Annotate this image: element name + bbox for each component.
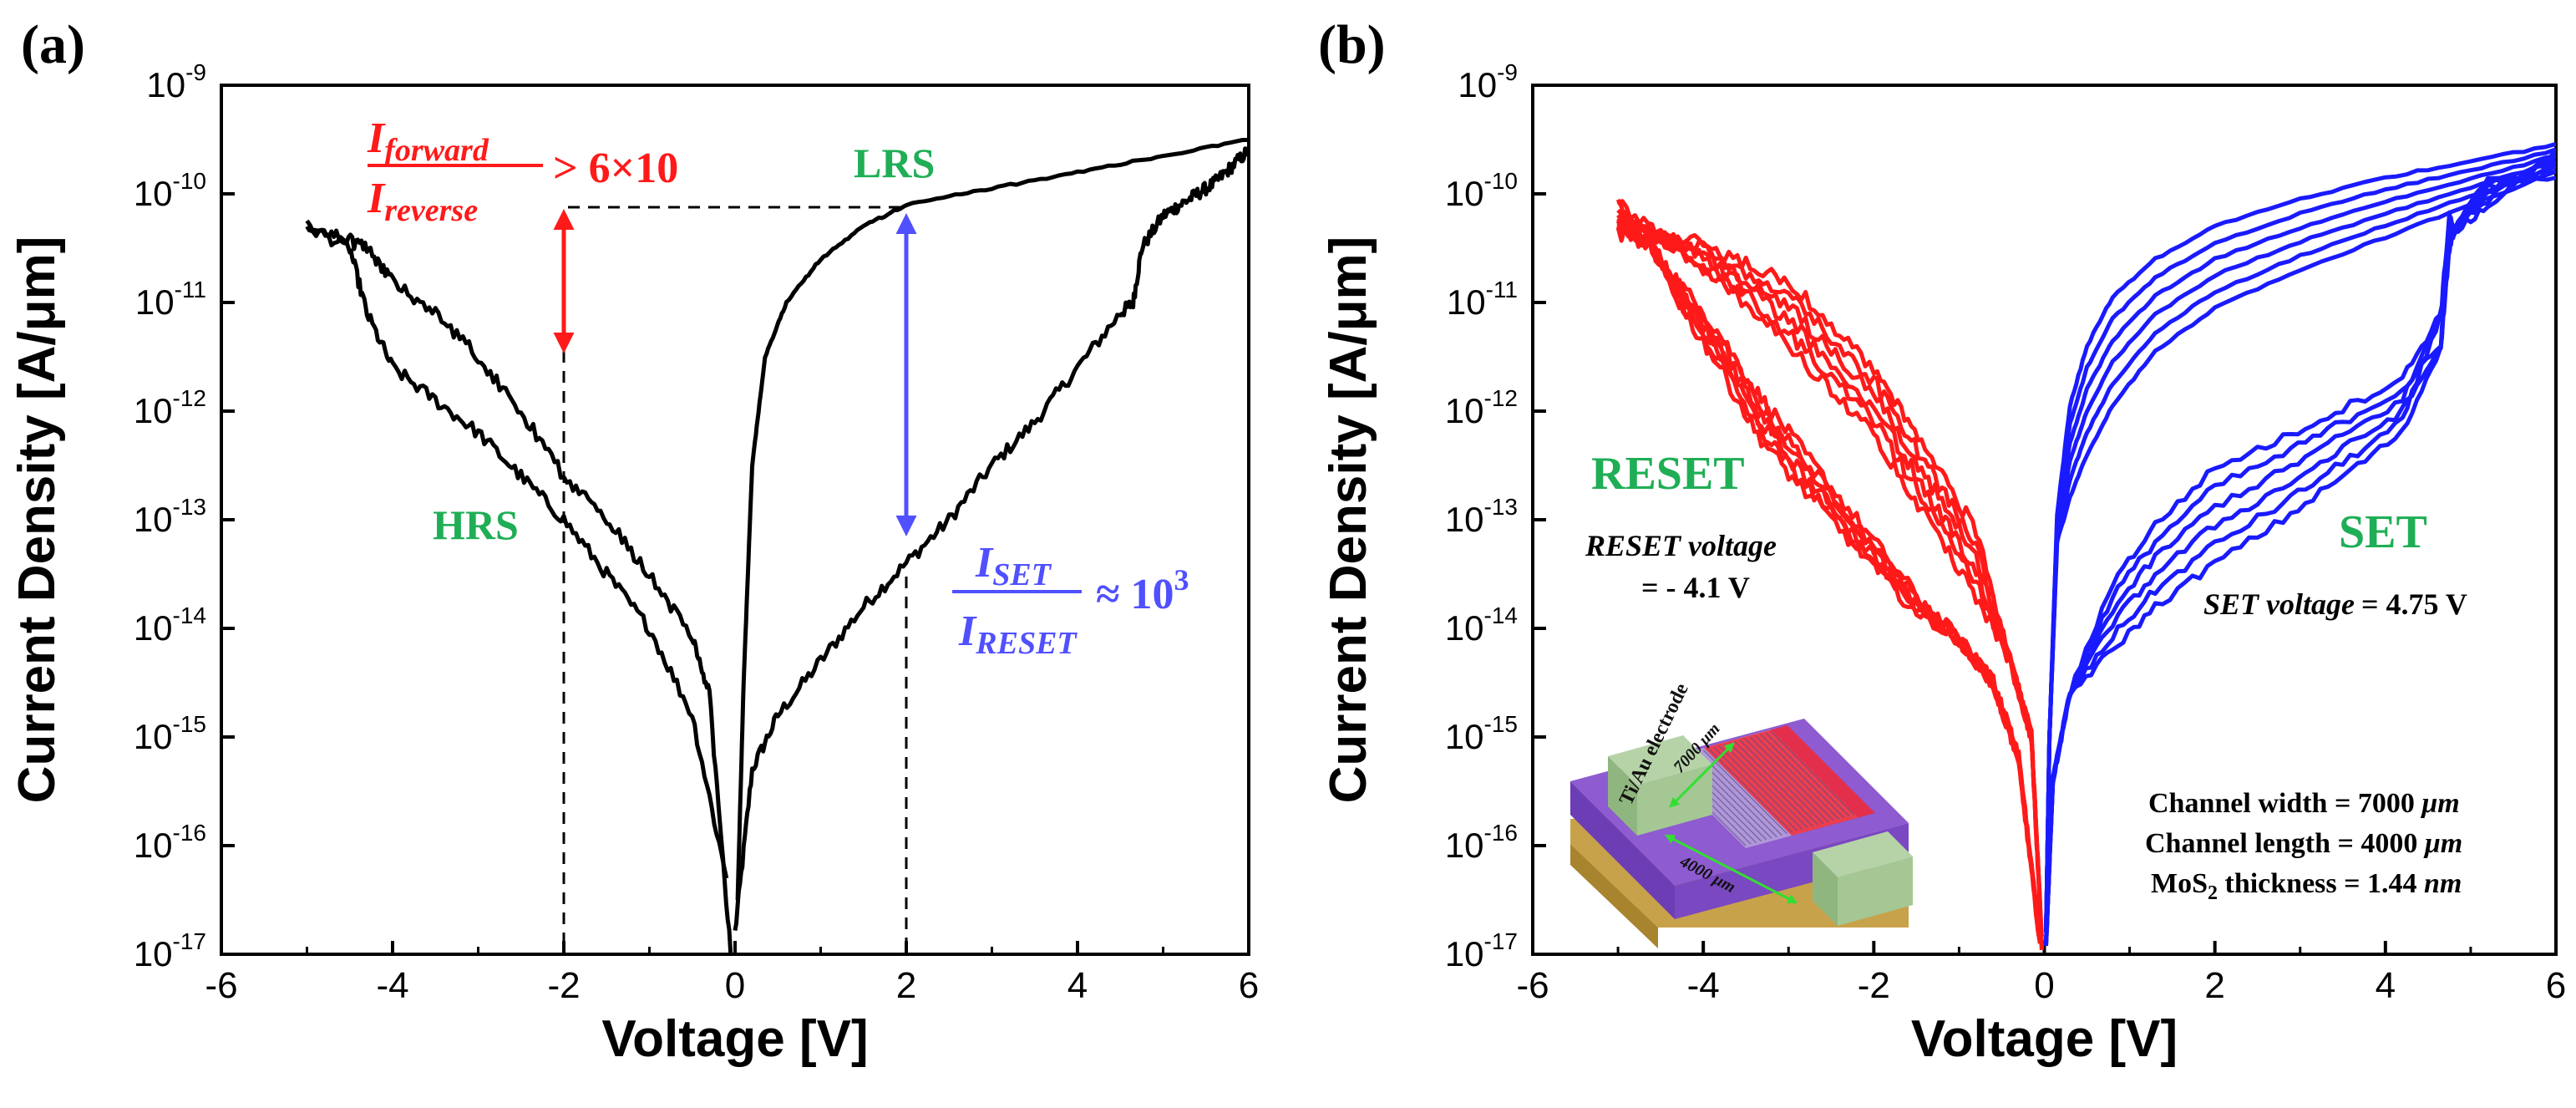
hatch-line [1754, 734, 1839, 820]
y-axis-label: Current Density [A/μm] [8, 236, 66, 804]
hatch-line [1760, 733, 1845, 819]
reset-cycle-return [1615, 226, 2042, 944]
x-axis-label: Voltage [V] [1911, 1010, 2178, 1068]
y-tick-label: 10-10 [134, 168, 206, 213]
device-schematic-inset: Ti/Au electrode 7000 μm 4000 μm [1570, 680, 1913, 948]
set-label: SET [2339, 506, 2427, 558]
hatch-line [1770, 730, 1855, 816]
panel-b: (b) -6 -4 -2 0 2 4 6 10-17 10-16 10-15 10-14 10-13 1… [1318, 14, 2566, 1068]
y-tick-label: 10-13 [1445, 494, 1518, 539]
panel-a-axes: -6 -4 -2 0 2 4 6 10-17 10-16 10-15 10-14 10-13 10-12… [8, 59, 1259, 1068]
hatch-line [1749, 736, 1834, 821]
hrs-label: HRS [433, 501, 519, 548]
dielectric-front [1570, 781, 1675, 919]
y-axis-label: Current Density [A/μm] [1320, 236, 1377, 804]
y-tick-label: 10-17 [1445, 928, 1518, 973]
set-ratio-value: ≈ 103 [1096, 563, 1189, 618]
y-tick-label: 10-11 [135, 277, 206, 322]
left-electrode-front [1608, 756, 1637, 836]
panel-b-axes: -6 -4 -2 0 2 4 6 10-17 10-16 10-15 10-14 10-13 10-12… [1320, 59, 2566, 1068]
series-line [305, 219, 729, 879]
channel-width-text: Channel width = 7000 μm [2148, 788, 2460, 819]
y-tick-label: 10-16 [134, 820, 206, 865]
x-tick-label: -2 [1858, 965, 1890, 1006]
width-arrow [1669, 742, 1735, 808]
x-tick-label: -4 [376, 965, 408, 1006]
device-parameters: Channel width = 7000 μm Channel length =… [2145, 788, 2462, 904]
x-tick-label: 6 [1239, 965, 1259, 1006]
x-tick-label: -2 [547, 965, 580, 1006]
right-electrode-side [1838, 856, 1913, 926]
y-tick-label: 10-12 [134, 385, 206, 430]
forward-denominator: Ireverse [367, 175, 478, 228]
length-arrow [1664, 834, 1798, 904]
x-tick-label: -6 [205, 965, 237, 1006]
y-tick-label: 10-13 [134, 494, 206, 539]
set-cycle-forward [2044, 174, 2556, 943]
channel-length-text: Channel length = 4000 μm [2145, 828, 2462, 859]
panel-b-series [1615, 141, 2556, 950]
reset-voltage-value: = - 4.1 V [1641, 571, 1750, 604]
set-cycle-return [2044, 170, 2556, 933]
forward-numerator: Iforward [367, 114, 489, 168]
x-tick-label: -6 [1516, 965, 1549, 1006]
forward-ratio-annotation: Iforward Ireverse > 6×10 [367, 114, 678, 228]
set-numerator: ISET [975, 539, 1052, 592]
hatch-line [1744, 738, 1829, 823]
x-tick-label: 0 [2034, 965, 2054, 1006]
hatch-line [1765, 732, 1850, 817]
x-tick-label: 4 [2376, 965, 2396, 1006]
panel-b-label: (b) [1318, 14, 1386, 75]
y-tick-label: 10-14 [1445, 602, 1518, 648]
y-tick-label: 10-9 [146, 59, 206, 104]
y-tick-label: 10-11 [1447, 277, 1518, 322]
y-tick-label: 10-16 [1445, 820, 1518, 865]
lrs-label: LRS [854, 140, 935, 186]
series-line [733, 146, 1249, 932]
panel-a-series [305, 138, 1249, 954]
set-voltage-text: SET voltage = 4.75 V [2203, 587, 2467, 621]
set-ratio-annotation: ISET IRESET ≈ 103 [952, 539, 1189, 661]
set-denominator: IRESET [958, 607, 1078, 661]
right-electrode-top [1813, 831, 1913, 877]
panel-a: (a) -6 -4 -2 0 2 4 6 10-17 10-16 10-15 10-14 10-13 1… [8, 14, 1259, 1068]
hatch-line [1734, 740, 1819, 826]
x-tick-label: 2 [896, 965, 916, 1006]
forward-ratio-value: > 6×10 [553, 145, 678, 192]
series-line [305, 225, 733, 954]
panel-a-label: (a) [21, 14, 85, 75]
set-cycle-forward [2044, 154, 2556, 943]
reset-cycle-forward [1617, 225, 2044, 950]
reset-label: RESET [1591, 448, 1745, 500]
right-electrode-front [1813, 852, 1838, 926]
y-tick-label: 10-15 [134, 711, 206, 756]
y-tick-label: 10-10 [1445, 168, 1518, 213]
y-tick-label: 10-9 [1458, 59, 1518, 104]
set-cycle-forward [2044, 165, 2556, 943]
hatch-line [1728, 742, 1814, 827]
thickness-text: MoS2 thickness = 1.44 nm [2151, 868, 2462, 904]
set-cycle-forward [2044, 160, 2556, 941]
x-tick-label: -4 [1687, 965, 1720, 1006]
hatch-line [1739, 740, 1824, 825]
y-tick-label: 10-15 [1445, 711, 1518, 756]
series-line [735, 138, 1249, 901]
x-axis-label: Voltage [V] [601, 1010, 868, 1068]
y-tick-label: 10-12 [1445, 385, 1518, 430]
substrate-gold-front [1570, 844, 1658, 948]
y-tick-label: 10-17 [134, 928, 206, 973]
y-tick-label: 10-14 [134, 602, 206, 648]
hatch-line [1723, 744, 1808, 829]
reset-voltage-label: RESET voltage [1585, 529, 1777, 562]
x-tick-label: 2 [2204, 965, 2224, 1006]
x-tick-label: 6 [2546, 965, 2566, 1006]
x-tick-label: 4 [1067, 965, 1088, 1006]
x-tick-label: 0 [725, 965, 745, 1006]
